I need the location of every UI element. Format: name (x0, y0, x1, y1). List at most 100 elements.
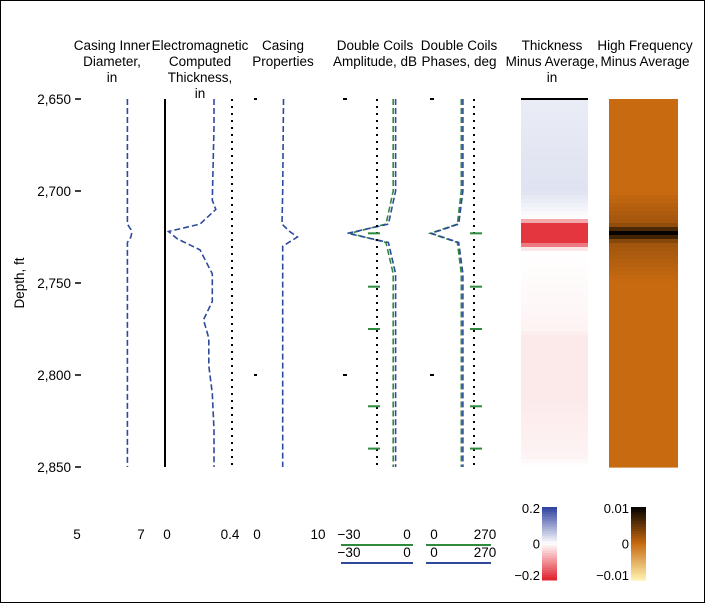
colorbar-cell (542, 560, 557, 564)
heatmap-cell (521, 395, 588, 400)
heatmap-cell (609, 387, 678, 392)
track-scale-2: 0 0.4 (163, 527, 240, 542)
track-title-line: in (547, 70, 558, 85)
heatmap-cell (521, 415, 588, 420)
heatmap-cell (521, 271, 588, 276)
depth-tick-label: 2,650 (37, 92, 71, 107)
track-title-line: Properties (252, 54, 314, 69)
colorbar-cell (542, 567, 557, 571)
heatmap-cell (521, 235, 588, 240)
heatmap-cell (609, 139, 678, 144)
track-title-line: Double Coils (421, 38, 498, 53)
heatmap-cell (609, 319, 678, 324)
heatmap-cell (521, 431, 588, 436)
colorbar-mid-label: 0 (533, 537, 540, 552)
heatmap-cell (609, 155, 678, 160)
heatmap-cell (609, 251, 678, 256)
heatmap-cell (521, 311, 588, 316)
heatmap-cell (609, 171, 678, 176)
colorbar-cell (542, 516, 557, 520)
heatmap-cell (521, 223, 588, 228)
scale-min-label: 0 (163, 527, 171, 542)
colorbar-cell (542, 570, 557, 574)
heatmap-cell (609, 115, 678, 120)
heatmap-cell (521, 159, 588, 164)
heatmap-cell (609, 111, 678, 116)
heatmap-cell (609, 351, 678, 356)
curve-track-5 (427, 99, 464, 467)
colorbar-cell (542, 550, 557, 554)
heatmap-cell (609, 363, 678, 368)
heatmap-cell (521, 247, 588, 252)
heatmap-cell (521, 403, 588, 408)
heatmap-cell (521, 435, 588, 440)
colorbar-cell (542, 577, 557, 581)
colorbar-cell (542, 526, 557, 530)
heatmap-cell (521, 203, 588, 208)
heatmap-cell (521, 155, 588, 160)
heatmap-cell (609, 407, 678, 412)
heatmap-cell (609, 463, 678, 468)
heatmap-cell (521, 279, 588, 284)
colorbar-2: 0.01 0 −0.01 (596, 501, 646, 583)
heatmap-cell (521, 255, 588, 260)
heatmap-cell (521, 383, 588, 388)
colorbar-cell (542, 533, 557, 537)
heatmap-cell (521, 195, 588, 200)
heatmap-cell (521, 319, 588, 324)
heatmap-cell (609, 175, 678, 180)
series-phase-1 (427, 99, 463, 467)
heatmap-cell (521, 219, 588, 224)
heatmap-cell (521, 143, 588, 148)
track-headers: Casing InnerDiameter,inElectromagneticCo… (74, 38, 693, 101)
track-scale-4: −30 0 −30 0 (338, 527, 413, 564)
colorbar-cell (542, 524, 557, 527)
heatmap-cell (521, 291, 588, 296)
colorbar-cell (631, 545, 646, 549)
colorbar-cell (542, 575, 557, 578)
heatmap-cell (609, 395, 678, 400)
heatmap-cell (609, 259, 678, 264)
heatmap-cell (609, 159, 678, 164)
heatmap-cell (609, 163, 678, 168)
colorbar-cell (631, 572, 646, 576)
colorbar-cell (631, 553, 646, 557)
colorbar-cell (542, 519, 557, 523)
curve-track-2 (164, 99, 217, 467)
heatmap-cell (609, 459, 678, 464)
heatmap-cell (521, 307, 588, 312)
heatmap-cell (521, 239, 588, 244)
heatmap-cell (521, 199, 588, 204)
heatmap-cell (521, 163, 588, 168)
heatmap-cell (521, 171, 588, 176)
heatmap-cell (521, 455, 588, 460)
heatmap-cell (609, 303, 678, 308)
colorbar-cell (542, 543, 557, 547)
heatmap-cell (521, 179, 588, 184)
heatmap-cell (521, 187, 588, 192)
heatmap-cell (609, 143, 678, 148)
heatmap-cell (521, 263, 588, 268)
heatmap-cell (609, 203, 678, 208)
depth-tick-label: 2,750 (37, 276, 71, 291)
curve-track-3 (281, 98, 299, 467)
colorbar-cell (631, 524, 646, 527)
heatmap-cell (609, 383, 678, 388)
heatmap-cell (609, 263, 678, 268)
heatmap-cell (521, 243, 588, 248)
heatmap-cell (609, 119, 678, 124)
heatmap-cell (609, 183, 678, 188)
heatmap-cell (521, 227, 588, 232)
colorbar-cell (631, 519, 646, 523)
heatmap-cell (521, 99, 588, 104)
heatmap-cell (521, 387, 588, 392)
scale-min-label: 5 (73, 527, 81, 542)
scale-min-label: −30 (338, 545, 361, 560)
colorbar-cell (631, 536, 646, 540)
colorbar-cell (631, 548, 646, 552)
heatmap-cell (521, 427, 588, 432)
colorbar-cell (542, 541, 557, 544)
track-title-line: Diameter, (83, 54, 141, 69)
scale-min-label: −30 (338, 527, 361, 542)
heatmap-cell (609, 239, 678, 244)
